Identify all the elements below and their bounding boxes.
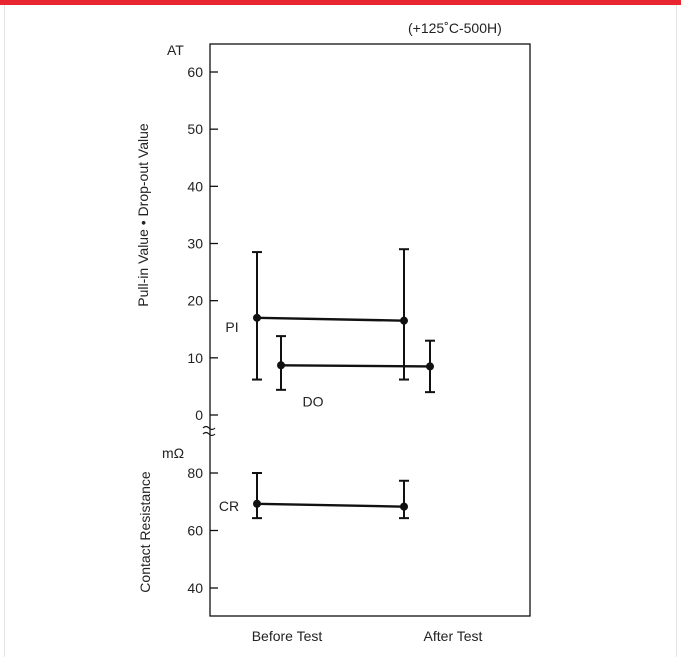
upper-y-tick-label-30: 30	[187, 236, 203, 252]
pi-mean-line	[256, 316, 405, 322]
axis-break-icon	[202, 425, 216, 437]
lower-unit-label: mΩ	[162, 445, 184, 461]
upper-unit-label: AT	[167, 42, 184, 58]
do-mean-line	[280, 364, 431, 368]
pi-point-1	[400, 316, 408, 325]
do-point-0	[277, 361, 285, 370]
lower-y-tick-label-80: 80	[187, 465, 203, 481]
lower-y-tick-label-40: 40	[187, 580, 203, 596]
do-point-1	[426, 362, 434, 371]
lower-axis-title: Contact Resistance	[137, 471, 153, 593]
cr-mean-line	[256, 502, 405, 508]
page-frame	[4, 5, 677, 657]
cr-point-1	[400, 502, 408, 511]
upper-y-tick-label-60: 60	[187, 64, 203, 80]
upper-axis-title: Pull-in Value • Drop-out Value	[135, 123, 151, 307]
upper-y-tick-label-20: 20	[187, 293, 203, 309]
chart-marks: 0 10 20 30 40 50 60 PI DO 40 60 80 CR	[187, 64, 435, 596]
pi-series-label: PI	[225, 319, 238, 335]
upper-y-tick-label-40: 40	[187, 178, 203, 194]
lower-y-tick-label-60: 60	[187, 523, 203, 539]
category-label-before-test: Before Test	[252, 628, 323, 644]
cr-point-0	[253, 499, 261, 508]
upper-y-tick-label-10: 10	[187, 350, 203, 366]
cr-series-label: CR	[219, 498, 239, 514]
test-condition-label: (+125˚C-500H)	[408, 20, 502, 36]
category-label-after-test: After Test	[424, 628, 483, 644]
top-accent-bar	[0, 0, 681, 5]
upper-y-tick-label-50: 50	[187, 121, 203, 137]
pi-point-0	[253, 313, 261, 322]
plot-frame	[209, 43, 531, 617]
upper-y-tick-label-0: 0	[195, 407, 203, 423]
do-series-label: DO	[303, 393, 324, 409]
